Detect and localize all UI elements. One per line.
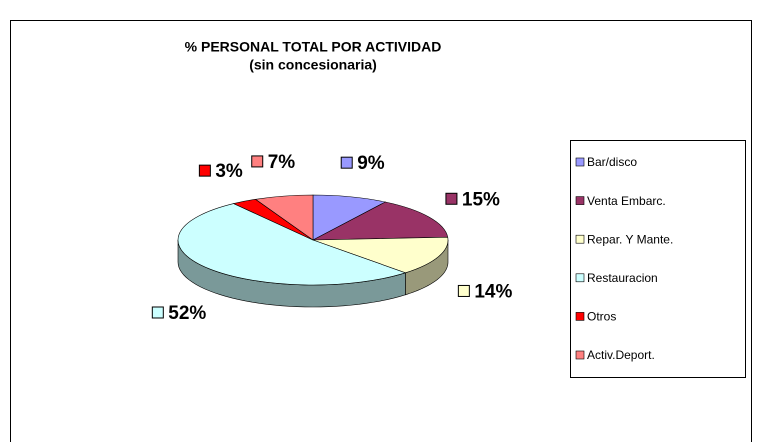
slice <box>254 194 314 241</box>
data-label: 9% <box>357 153 385 174</box>
legend-label: Bar/disco <box>587 155 637 169</box>
label-swatch <box>151 306 164 319</box>
label-swatch <box>251 155 264 168</box>
label-swatch <box>457 284 470 297</box>
legend-label: Otros <box>587 310 616 324</box>
slice <box>312 201 449 241</box>
chart-frame <box>10 20 752 442</box>
legend-swatch <box>575 196 585 205</box>
legend-label: Venta Embarc. <box>587 194 666 208</box>
legend-label: Restauracion <box>587 271 658 285</box>
slice <box>312 236 449 274</box>
chart-subtitle: (sin concesionaria) <box>249 57 377 73</box>
legend-box <box>570 140 746 378</box>
legend-label: Repar. Y Mante. <box>587 232 673 246</box>
legend-swatch <box>575 234 585 244</box>
legend-swatch <box>575 273 585 283</box>
data-label: 15% <box>462 189 500 210</box>
data-label: 52% <box>168 303 206 324</box>
chart-title: % PERSONAL TOTAL POR ACTIVIDAD <box>185 39 442 55</box>
data-label: 3% <box>215 161 243 182</box>
slice <box>177 203 407 286</box>
data-label: 14% <box>474 281 512 302</box>
legend-swatch <box>575 312 585 321</box>
data-label: 7% <box>268 152 296 173</box>
label-swatch <box>198 164 211 177</box>
label-swatch <box>340 156 353 169</box>
label-swatch <box>445 192 458 205</box>
legend-swatch <box>575 157 585 167</box>
legend-swatch <box>575 350 585 360</box>
legend-label: Activ.Deport. <box>587 348 655 362</box>
